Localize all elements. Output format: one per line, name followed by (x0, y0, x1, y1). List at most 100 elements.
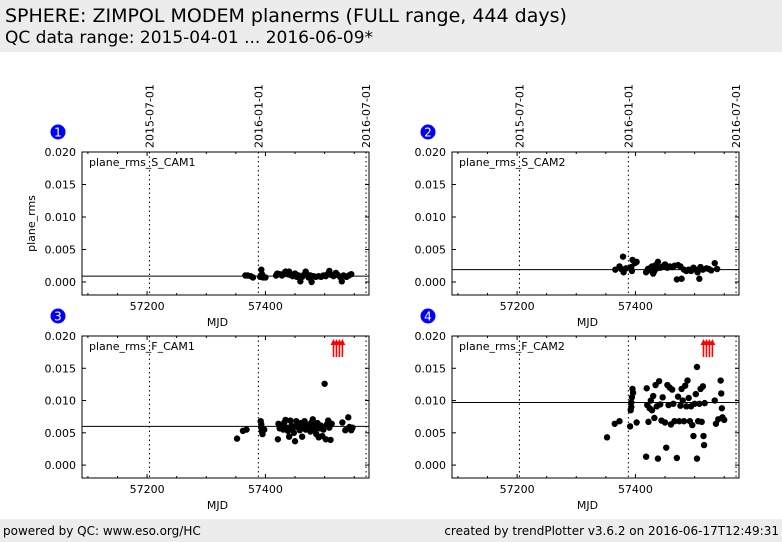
panel-number-badge (420, 308, 436, 324)
data-point (692, 390, 700, 398)
data-point (674, 393, 682, 400)
data-point (676, 418, 683, 425)
data-point (261, 426, 268, 433)
data-point (629, 389, 637, 396)
data-point (282, 416, 289, 424)
data-point (285, 433, 293, 440)
y-tick-label: 0.015 (415, 362, 447, 375)
panel-number: 4 (424, 310, 432, 324)
data-point (718, 390, 725, 397)
chart-panel-3: 3 0.000 0.005 0.010 0.015 0.020 57200 57400 MJD p… (45, 308, 370, 512)
x-axis-label: MJD (577, 316, 598, 329)
data-point (320, 426, 327, 433)
data-point (291, 438, 299, 445)
data-point (681, 382, 689, 389)
footer-created-by: created by trendPlotter v3.6.2 on 2016-0… (444, 524, 779, 538)
series-label: plane_rms_S_CAM2 (459, 156, 565, 169)
chart-panel-2: 2 2015-07-01 2016-01-01 2016-07-01 0.000 0.00… (415, 84, 744, 329)
y-tick-label: 0.000 (45, 459, 77, 472)
data-point (307, 428, 314, 435)
data-point (693, 455, 701, 462)
y-tick-label: 0.005 (45, 427, 77, 440)
data-point (679, 397, 686, 404)
data-point (619, 253, 627, 260)
data-point (643, 385, 650, 392)
data-point (633, 419, 640, 426)
data-point (696, 275, 703, 282)
y-tick-label: 0.015 (415, 179, 447, 192)
data-point (274, 436, 282, 443)
data-point (345, 414, 352, 421)
data-point (233, 435, 241, 442)
data-point (671, 418, 678, 425)
data-point (691, 400, 698, 407)
panel-number-badge (50, 308, 66, 324)
data-point (327, 436, 334, 444)
data-point (645, 418, 652, 426)
data-point (711, 397, 718, 404)
data-point (678, 275, 685, 282)
date-label: 2016-01-01 (252, 84, 265, 148)
data-point (701, 399, 708, 407)
data-point (713, 265, 721, 273)
panel-number: 2 (424, 126, 432, 140)
data-point (633, 258, 640, 266)
data-point (668, 386, 676, 393)
data-point (684, 377, 691, 384)
data-point (654, 258, 662, 266)
data-point (651, 414, 658, 422)
data-point (689, 421, 696, 429)
header: SPHERE: ZIMPOL MODEM planerms (FULL rang… (0, 0, 782, 52)
data-point (685, 394, 692, 402)
data-point (328, 420, 335, 427)
footer-powered-by: powered by QC: www.eso.org/HC (3, 524, 201, 538)
x-tick-label: 57200 (500, 483, 535, 496)
y-tick-label: 0.000 (415, 276, 447, 289)
x-tick-label: 57200 (500, 300, 535, 313)
data-point (718, 405, 726, 412)
data-point (626, 423, 634, 430)
data-point (698, 418, 705, 426)
panel-number-badge (50, 124, 66, 140)
x-axis-label: MJD (207, 499, 228, 512)
data-point (628, 403, 635, 411)
data-point (642, 453, 650, 460)
date-label: 2016-07-01 (360, 84, 373, 148)
x-tick-label: 57400 (248, 483, 283, 496)
date-label: 2016-07-01 (730, 84, 743, 148)
data-point (721, 416, 728, 424)
y-tick-label: 0.000 (45, 276, 77, 289)
series-label: plane_rms_S_CAM1 (89, 156, 195, 169)
plot-frame (81, 335, 370, 479)
data-point (657, 401, 664, 408)
y-tick-label: 0.005 (415, 427, 447, 440)
x-tick-label: 57400 (248, 300, 283, 313)
data-point (654, 455, 662, 462)
chart-panel-1: 1 2015-07-01 2016-01-01 2016-07-01 0.000 0.00… (25, 84, 373, 329)
outlier-arrow (339, 339, 346, 357)
data-point (661, 419, 669, 426)
x-tick-label: 57400 (618, 483, 653, 496)
y-tick-label: 0.020 (415, 146, 447, 159)
data-point (693, 363, 701, 371)
y-tick-label: 0.010 (415, 395, 447, 408)
panel-number: 3 (54, 310, 62, 324)
data-point (683, 403, 690, 410)
y-tick-label: 0.010 (45, 211, 77, 224)
series-label: plane_rms_F_CAM2 (459, 340, 565, 353)
data-point (717, 377, 724, 384)
data-point (309, 416, 316, 423)
data-point (707, 267, 715, 274)
x-axis-label: MJD (207, 316, 228, 329)
data-point (659, 394, 666, 401)
panel-number: 1 (54, 126, 62, 140)
data-point (322, 436, 330, 443)
data-point (673, 454, 681, 462)
data-point (700, 432, 707, 440)
page-title: SPHERE: ZIMPOL MODEM planerms (FULL rang… (5, 5, 567, 27)
data-point (649, 392, 657, 400)
data-point (321, 380, 328, 387)
data-point (648, 407, 656, 414)
data-point (287, 417, 294, 424)
y-tick-label: 0.005 (45, 244, 77, 257)
